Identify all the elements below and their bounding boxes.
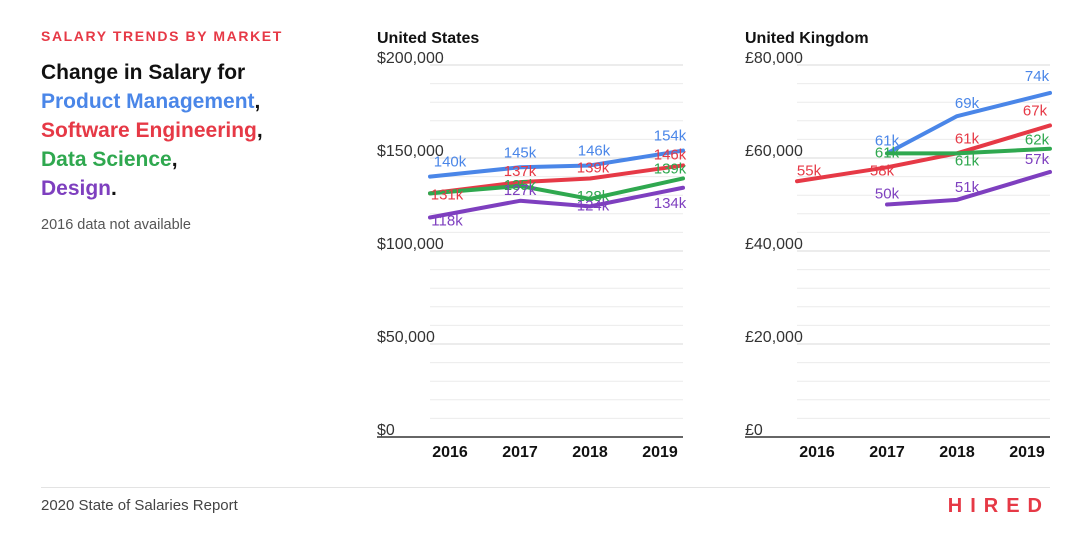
legend-punct: . xyxy=(111,177,117,200)
united-states-chart-title: United States xyxy=(377,30,479,47)
united-states-ytick-label: $200,000 xyxy=(377,50,444,67)
united-states-ytick-label: $50,000 xyxy=(377,329,435,346)
united-kingdom-xtick-label: 2016 xyxy=(799,444,835,461)
footer-report-title: 2020 State of Salaries Report xyxy=(41,497,238,514)
legend-punct: , xyxy=(171,148,178,171)
legend-punct: , xyxy=(254,90,261,113)
united-kingdom-chart-title: United Kingdom xyxy=(745,30,869,47)
united-states-series-line-data-science xyxy=(428,176,685,201)
united-states-data-label-data-science: 128k xyxy=(577,188,610,205)
united-kingdom-series-line-product-management xyxy=(885,90,1052,156)
united-states-data-label-design: 134k xyxy=(654,195,687,212)
united-states-series-line-design xyxy=(428,185,685,220)
hired-logo: HIRED xyxy=(947,495,1050,517)
united-kingdom-ytick-label: £60,000 xyxy=(745,143,803,160)
legend-entry-design: Design. xyxy=(41,174,361,203)
united-states-data-label-design: 127k xyxy=(504,182,537,199)
united-states-series-line-product-management xyxy=(428,148,685,179)
united-states-data-label-data-science: 139k xyxy=(654,160,687,177)
united-states-data-label-product-management: 154k xyxy=(654,128,687,145)
legend-entry-product-management: Product Management, xyxy=(41,87,361,116)
legend-entry-data-science: Data Science, xyxy=(41,145,361,174)
united-states-ytick-label: $100,000 xyxy=(377,236,444,253)
united-states-data-label-data-science: 135k xyxy=(504,177,537,194)
united-kingdom-series-line-design xyxy=(885,169,1052,207)
united-kingdom-series-line-data-science xyxy=(885,146,1052,156)
united-kingdom-xtick-label: 2019 xyxy=(1009,444,1045,461)
united-states-xtick-label: 2018 xyxy=(572,444,608,461)
united-states-data-label-software-engineering: 131k xyxy=(431,186,464,203)
legend-label-software-engineering: Software Engineering xyxy=(41,119,257,142)
united-kingdom-data-label-software-engineering: 55k xyxy=(797,162,822,179)
united-kingdom-ytick-label: £20,000 xyxy=(745,329,803,346)
legend-label-design: Design xyxy=(41,177,112,200)
united-kingdom-data-label-design: 57k xyxy=(1025,151,1050,168)
united-states-xtick-label: 2017 xyxy=(502,444,538,461)
united-states-xtick-label: 2016 xyxy=(432,444,468,461)
united-states-xtick-label: 2019 xyxy=(642,444,678,461)
united-kingdom-data-label-software-engineering: 61k xyxy=(955,130,980,147)
united-kingdom-data-label-design: 51k xyxy=(955,179,980,196)
legend-label-product-management: Product Management xyxy=(41,90,255,113)
united-kingdom-data-label-product-management: 61k xyxy=(875,132,900,149)
data-note: 2016 data not available xyxy=(41,217,191,233)
united-kingdom-ytick-label: £0 xyxy=(745,422,763,439)
united-states-data-label-product-management: 140k xyxy=(434,154,467,171)
united-states-ytick-label: $0 xyxy=(377,422,395,439)
united-kingdom-data-label-data-science: 61k xyxy=(875,144,900,161)
united-kingdom-data-label-data-science: 61k xyxy=(955,152,980,169)
united-kingdom-data-label-software-engineering: 67k xyxy=(1023,102,1048,119)
united-kingdom-xtick-label: 2018 xyxy=(939,444,975,461)
headline: Change in Salary for Product Management,… xyxy=(41,58,361,203)
united-states-data-label-design: 124k xyxy=(577,197,610,214)
charts-canvas: United States $0 $50,000 $100,000 $150,000 $2… xyxy=(377,30,1052,461)
united-kingdom-data-label-software-engineering: 58k xyxy=(870,162,895,179)
united-kingdom-xtick-label: 2017 xyxy=(869,444,905,461)
united-kingdom-data-label-data-science: 62k xyxy=(1025,132,1050,149)
united-kingdom-data-label-design: 50k xyxy=(875,186,900,203)
legend-punct: , xyxy=(256,119,263,142)
legend-panel: SALARY TRENDS BY MARKET Change in Salary… xyxy=(41,28,361,233)
united-kingdom-data-label-product-management: 69k xyxy=(955,95,980,112)
united-states-data-label-design: 118k xyxy=(431,213,463,230)
united-kingdom-series-line-software-engineering xyxy=(795,123,1052,184)
eyebrow-label: SALARY TRENDS BY MARKET xyxy=(41,28,283,44)
headline-intro: Change in Salary for xyxy=(41,61,246,84)
united-kingdom-data-label-product-management: 74k xyxy=(1025,68,1050,85)
united-states-data-label-software-engineering: 137k xyxy=(504,163,537,180)
united-states-ytick-label: $150,000 xyxy=(377,143,444,160)
united-states-data-label-product-management: 146k xyxy=(578,142,611,159)
legend-label-data-science: Data Science xyxy=(41,148,172,171)
footer-divider xyxy=(41,487,1050,488)
united-states-data-label-software-engineering: 146k xyxy=(654,146,687,163)
united-states-data-label-product-management: 145k xyxy=(504,144,537,161)
legend-entry-software-engineering: Software Engineering, xyxy=(41,116,361,145)
united-kingdom-ytick-label: £40,000 xyxy=(745,236,803,253)
united-kingdom-ytick-label: £80,000 xyxy=(745,50,803,67)
united-states-data-label-software-engineering: 139k xyxy=(577,159,610,176)
